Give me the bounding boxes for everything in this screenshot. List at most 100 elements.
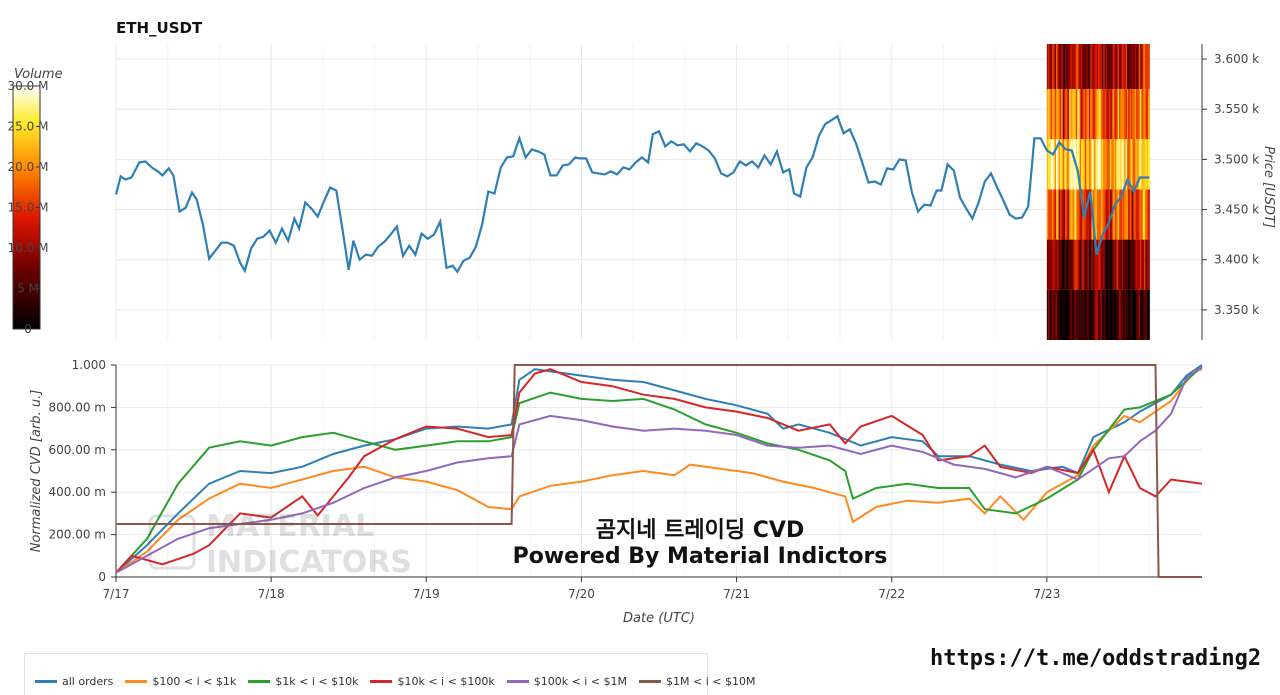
- heatmap-cell: [1070, 189, 1073, 240]
- heatmap-cell: [1099, 289, 1102, 340]
- heatmap-cell: [1095, 289, 1098, 340]
- telegram-link[interactable]: https://t.me/oddstrading2: [930, 646, 1262, 671]
- heatmap-cell: [1050, 239, 1053, 290]
- heatmap-cell: [1132, 89, 1135, 140]
- heatmap-cell: [1113, 239, 1116, 290]
- heatmap-cell: [1107, 44, 1110, 90]
- legend-item[interactable]: all orders: [35, 668, 113, 695]
- heatmap-cell: [1136, 89, 1139, 140]
- heatmap-cell: [1147, 139, 1150, 190]
- heatmap-cell: [1058, 189, 1061, 240]
- heatmap-cell: [1104, 289, 1107, 340]
- heatmap-cell: [1053, 289, 1056, 340]
- heatmap-cell: [1079, 239, 1082, 290]
- heatmap-cell: [1050, 189, 1053, 240]
- heatmap-cell: [1048, 239, 1051, 290]
- heatmap-cell: [1145, 239, 1148, 290]
- heatmap-cell: [1129, 189, 1132, 240]
- date-tick-label: 7/18: [258, 587, 285, 601]
- heatmap-cell: [1094, 239, 1097, 290]
- heatmap-cell: [1140, 89, 1142, 140]
- heatmap-cell: [1142, 189, 1145, 240]
- heatmap-cell: [1073, 189, 1076, 240]
- heatmap-cell: [1069, 239, 1072, 290]
- heatmap-cell: [1049, 239, 1052, 290]
- legend-item[interactable]: $10k < i < $100k: [370, 668, 495, 695]
- heatmap-cell: [1048, 139, 1051, 190]
- heatmap-cell: [1136, 289, 1139, 340]
- heatmap-cell: [1128, 139, 1131, 190]
- heatmap-cell: [1112, 44, 1115, 90]
- heatmap-cell: [1088, 139, 1091, 190]
- heatmap-cell: [1086, 89, 1089, 140]
- heatmap-cell: [1057, 89, 1060, 140]
- heatmap-cell: [1099, 89, 1102, 140]
- heatmap-cell: [1058, 239, 1061, 290]
- price-axis-label: Price [USDT]: [1261, 146, 1276, 228]
- heatmap-cell: [1108, 239, 1111, 290]
- date-tick-label: 7/23: [1033, 587, 1060, 601]
- legend-item[interactable]: $100 < i < $1k: [125, 668, 236, 695]
- heatmap-cell: [1113, 289, 1116, 340]
- heatmap-cell: [1079, 89, 1082, 140]
- heatmap-cell: [1100, 139, 1103, 190]
- heatmap-cell: [1141, 239, 1144, 290]
- heatmap-cell: [1126, 289, 1129, 340]
- heatmap-cell: [1111, 139, 1114, 190]
- heatmap-cell: [1066, 289, 1069, 340]
- heatmap-cell: [1098, 89, 1100, 140]
- colorbar-tick-label: 20.0 M: [8, 160, 49, 174]
- heatmap-cell: [1077, 139, 1079, 190]
- heatmap-cell: [1053, 189, 1056, 240]
- heatmap-cell: [1108, 189, 1111, 240]
- heatmap-cell: [1078, 239, 1081, 290]
- legend-item[interactable]: $1k < i < $10k: [248, 668, 358, 695]
- heatmap-cell: [1111, 89, 1114, 140]
- heatmap-cell: [1053, 44, 1056, 90]
- heatmap-cell: [1144, 89, 1146, 140]
- heatmap-cell: [1083, 239, 1086, 290]
- cvd-series-line: [115, 364, 1203, 574]
- heatmap-cell: [1071, 239, 1074, 290]
- heatmap-cell: [1126, 89, 1129, 140]
- heatmap-cell: [1052, 44, 1055, 90]
- heatmap-cell: [1100, 44, 1103, 90]
- heatmap-cell: [1092, 139, 1095, 190]
- heatmap-cell: [1117, 289, 1120, 340]
- heatmap-cell: [1146, 89, 1149, 140]
- heatmap-cell: [1048, 44, 1051, 90]
- heatmap-cell: [1092, 289, 1095, 340]
- heatmap-cell: [1141, 89, 1144, 140]
- colorbar-tick-label: 30.0 M: [8, 79, 49, 93]
- heatmap-cell: [1065, 289, 1068, 340]
- heatmap-cell: [1126, 139, 1129, 190]
- heatmap-cell: [1105, 139, 1108, 190]
- legend-item[interactable]: $100k < i < $1M: [506, 668, 627, 695]
- heatmap-cell: [1063, 44, 1066, 90]
- heatmap-cell: [1069, 289, 1072, 340]
- heatmap-cell: [1083, 289, 1086, 340]
- heatmap-cell: [1090, 189, 1093, 240]
- heatmap-cell: [1063, 289, 1066, 340]
- heatmap-cell: [1054, 44, 1057, 90]
- heatmap-cell: [1104, 189, 1107, 240]
- heatmap-cell: [1050, 139, 1053, 190]
- heatmap-cell: [1130, 139, 1133, 190]
- heatmap-cell: [1101, 289, 1104, 340]
- heatmap-cell: [1119, 189, 1121, 240]
- heatmap-cell: [1048, 89, 1051, 140]
- heatmap-cell: [1078, 139, 1081, 190]
- heatmap-cell: [1082, 139, 1085, 190]
- heatmap-cell: [1046, 44, 1049, 90]
- heatmap-cell: [1147, 44, 1150, 90]
- legend-item[interactable]: $1M < i < $10M: [639, 668, 755, 695]
- heatmap-cell: [1141, 44, 1144, 90]
- heatmap-cell: [1096, 89, 1099, 140]
- heatmap-cell: [1090, 89, 1093, 140]
- heatmap-cell: [1066, 44, 1069, 90]
- heatmap-cell: [1077, 89, 1079, 140]
- heatmap-cell: [1067, 189, 1070, 240]
- heatmap-cell: [1126, 239, 1129, 290]
- heatmap-cell: [1146, 289, 1149, 340]
- heatmap-cell: [1144, 139, 1146, 190]
